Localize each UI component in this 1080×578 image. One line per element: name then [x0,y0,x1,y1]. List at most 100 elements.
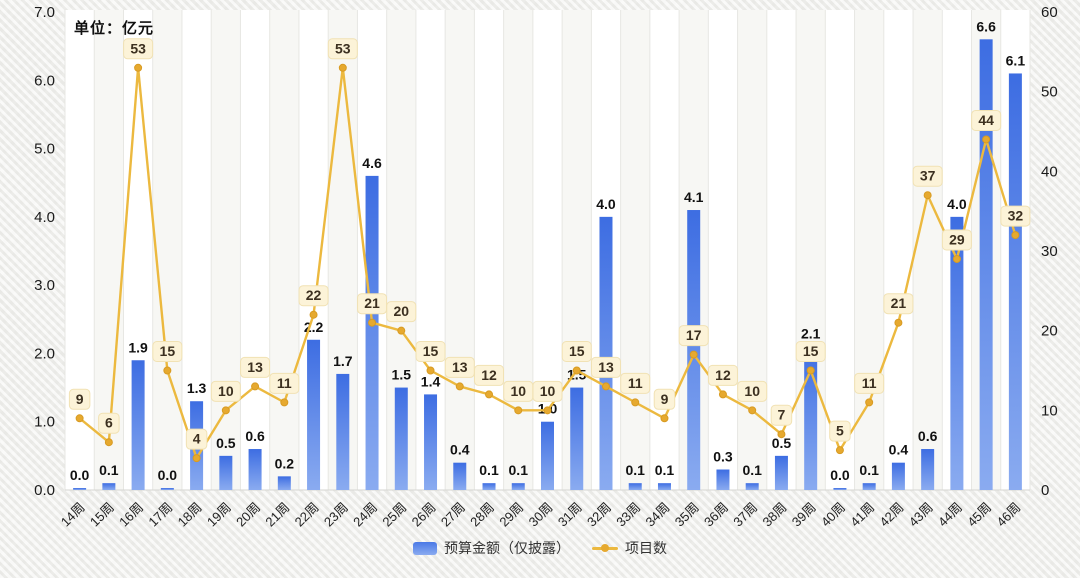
point-value-badge [474,364,505,386]
point-value-badge [795,341,826,362]
x-axis-label: 15周 [87,500,117,530]
point-value-badge [912,165,943,187]
line-series-swatch [592,542,618,555]
y-axis-label-left: 0.0 [34,482,55,499]
bar-series-swatch [413,541,437,555]
bar [73,488,87,490]
alt-band [620,10,650,490]
y-axis-label-right: 60 [1041,4,1058,21]
line-point [572,366,581,375]
bar [921,449,935,490]
x-axis-label: 31周 [555,500,585,530]
line-point [631,398,640,407]
x-axis-label: 45周 [964,500,994,530]
y-axis-label-left: 2.0 [34,345,55,362]
line-point [806,366,815,375]
point-value-text: 11 [862,375,877,391]
legend-item-budget[interactable]: 预算金额（仅披露） [413,538,570,558]
line-point [514,406,523,415]
x-axis-label: 20周 [233,500,263,530]
x-axis-label: 46周 [993,500,1023,530]
line-point [543,406,552,415]
y-axis-label-left: 3.0 [34,277,55,294]
bar-value-label: 0.5 [216,435,236,451]
line-point [426,366,435,375]
point-value-badge [829,420,851,442]
point-value-text: 17 [686,327,702,343]
bar [511,483,525,490]
bar-value-label: 0.0 [830,467,850,483]
bar-value-label: 0.1 [859,462,879,478]
bar-value-label: 0.4 [450,442,470,458]
unit-label: 单位：亿元 [74,20,155,37]
point-value-text: 53 [130,40,146,56]
point-value-badge [561,341,592,362]
bar-value-label: 4.6 [362,155,382,171]
x-axis-label: 36周 [701,500,731,530]
line-point [485,390,494,399]
point-value-badge [98,412,120,434]
chart-canvas: 0.0 1.0 2.0 3.0 4.0 5.0 6.0 7.0 0 10 20 30 40 50 60 0.0… [34,4,1058,530]
point-value-text: 12 [715,367,731,383]
bar [394,387,408,490]
x-axis-label: 37周 [730,500,760,530]
line-point [368,318,377,327]
bar [687,210,701,490]
line-point [104,438,113,447]
bar-value-label: 2.1 [801,326,821,342]
point-value-text: 11 [628,375,643,391]
point-value-text: 10 [510,383,526,399]
x-axis-label: 28周 [467,500,497,530]
line-point [718,390,727,399]
bar [891,462,905,490]
x-axis-label: 34周 [643,500,673,530]
line-point [835,446,844,455]
point-value-badge [327,38,358,60]
point-value-text: 10 [744,383,760,399]
y-axis-label-right: 50 [1041,84,1058,101]
y-axis-label-left: 1.0 [34,414,55,431]
line-point [894,318,903,327]
bar-value-label: 1.9 [128,339,148,355]
legend: 预算金额（仅披露） 项目数 [0,538,1080,558]
point-value-badge [240,356,271,378]
x-axis-label: 23周 [321,500,351,530]
point-value-badge [941,229,972,251]
x-axis-label: 30周 [526,500,556,530]
bar-value-label: 0.1 [479,462,499,478]
bar [307,339,321,490]
point-value-text: 7 [778,407,786,423]
legend-item-projects[interactable]: 项目数 [592,538,667,558]
legend-label-projects: 项目数 [625,540,667,556]
point-value-badge [770,404,793,426]
alt-band [854,10,884,490]
point-value-badge [298,285,329,307]
x-axis-label: 35周 [672,500,702,530]
bar [336,373,350,490]
plot-area [65,10,1030,490]
point-value-badge [971,109,1002,131]
x-axis-label: 27周 [438,500,468,530]
bar [862,483,876,490]
y-axis-label-right: 30 [1041,243,1058,260]
point-value-badge [737,380,768,402]
alt-band [269,10,299,490]
bar-value-label: 1.7 [333,353,353,369]
bar [774,455,788,490]
point-value-badge [854,372,885,394]
point-value-text: 9 [76,391,84,407]
y-axis-label-right: 20 [1041,323,1058,340]
x-axis-label: 32周 [584,500,614,530]
y-axis-label-right: 40 [1041,163,1058,180]
line-point [952,254,961,263]
point-value-text: 13 [247,359,263,375]
point-value-badge [210,380,241,402]
bar [482,483,496,490]
line-point [309,310,318,319]
line-point [192,454,201,463]
line-point [134,63,143,72]
point-value-text: 32 [1008,208,1024,224]
line-point [660,414,669,423]
x-axis-label: 17周 [145,500,175,530]
bar [102,483,116,490]
